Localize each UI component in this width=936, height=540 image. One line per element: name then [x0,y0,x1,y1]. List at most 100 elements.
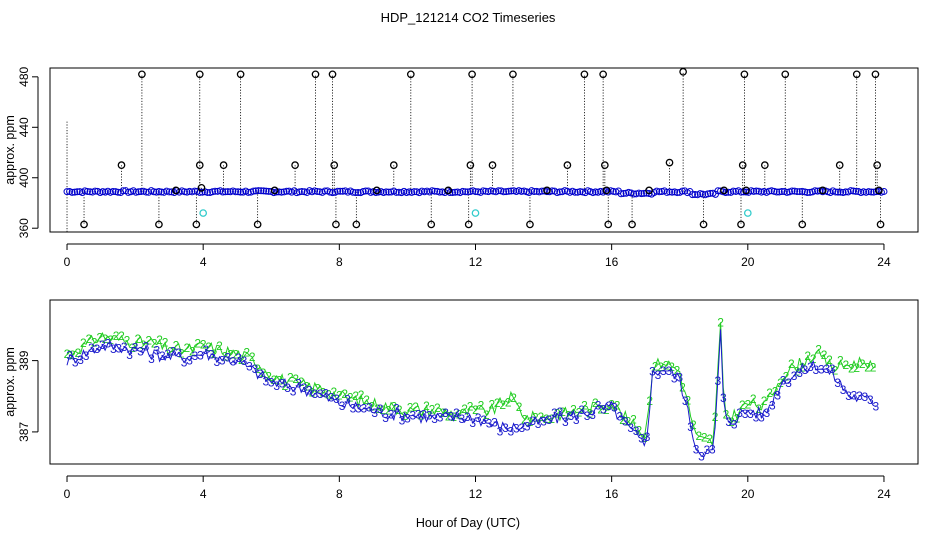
series-marker-2: 2 [450,410,457,424]
series-marker-2: 2 [701,431,708,445]
baseline-point [706,189,714,197]
series-marker-3: 3 [94,342,101,356]
series-marker-2: 2 [488,397,495,411]
series-marker-2: 2 [374,402,381,416]
baseline-point [254,187,262,195]
spike-point [197,183,206,192]
series-marker-3: 3 [480,413,487,427]
spike-point [468,70,476,79]
series-marker-3: 3 [535,417,542,431]
series-marker-3: 3 [268,375,275,389]
baseline-point [533,187,541,195]
baseline-point [405,188,413,196]
baseline-point [280,188,288,196]
spike-point [444,186,453,195]
baseline-point [722,188,730,196]
series-marker-2: 2 [124,334,131,348]
baseline-point [653,187,661,195]
series-marker-3: 3 [753,411,760,425]
spike-point [488,161,497,169]
series-marker-3: 3 [388,407,395,421]
series-marker-3: 3 [764,406,771,420]
series-marker-3: 3 [301,381,308,395]
series-marker-2: 2 [178,346,185,360]
series-marker-3: 3 [736,406,743,420]
series-marker-3: 3 [170,345,177,359]
series-marker-3: 3 [638,432,645,446]
baseline-point [313,187,321,195]
baseline-point [165,188,173,196]
series-marker-3: 3 [137,345,144,359]
series-marker-2: 2 [864,361,871,375]
baseline-point [637,190,645,198]
spike-point [253,220,262,229]
spike-point [760,161,769,169]
spike-point [332,220,340,229]
x-tick-label: 24 [877,487,891,501]
series-marker-3: 3 [262,374,269,388]
baseline-point [295,188,303,196]
series-marker-2: 2 [429,403,436,417]
y-axis-title: approx. ppm [3,115,17,184]
series-marker-2: 2 [412,400,419,414]
baseline-point [168,188,176,196]
series-marker-3: 3 [513,422,520,436]
baseline-point [339,187,347,195]
series-marker-2: 2 [358,388,365,402]
series-marker-3: 3 [83,349,90,363]
series-marker-2: 2 [608,398,615,412]
spike-point [328,70,337,79]
series-marker-2: 2 [559,405,566,419]
spike-point [871,70,880,79]
series-marker-3: 3 [197,348,204,362]
baseline-point [814,187,822,195]
series-marker-2: 2 [788,357,795,371]
series-line-3 [66,329,877,457]
spike-point [80,220,88,229]
baseline-point [696,190,704,198]
series-marker-3: 3 [616,410,623,424]
x-tick-label: 12 [469,487,483,501]
bottom-plot-area: 2222222222222222222222222222222222222222… [64,315,880,463]
baseline-point [617,190,625,198]
spike-point [798,220,807,229]
baseline-point [609,187,617,195]
series-marker-3: 3 [99,338,106,352]
series-marker-2: 2 [478,398,485,412]
series-marker-2: 2 [390,399,397,413]
series-marker-3: 3 [546,413,553,427]
series-marker-3: 3 [404,411,411,425]
series-marker-2: 2 [853,361,860,375]
baseline-point [847,187,855,195]
series-marker-3: 3 [644,430,651,444]
baseline-point [666,188,674,196]
series-marker-3: 3 [567,409,574,423]
series-marker-3: 3 [802,363,809,377]
series-marker-3: 3 [77,353,84,367]
series-marker-2: 2 [233,348,240,362]
series-marker-2: 2 [456,408,463,422]
series-marker-3: 3 [633,424,640,438]
baseline-point [517,187,525,195]
series-marker-3: 3 [622,415,629,429]
series-marker-2: 2 [826,353,833,367]
series-marker-3: 3 [693,443,700,457]
baseline-point [362,187,370,195]
series-marker-3: 3 [213,355,220,369]
series-marker-3: 3 [791,369,798,383]
baseline-point [688,191,696,199]
baseline-point [196,188,204,196]
series-marker-2: 2 [271,373,278,387]
series-marker-3: 3 [562,415,569,429]
x-tick-label: 20 [741,487,755,501]
series-marker-2: 2 [91,336,98,350]
series-marker-3: 3 [851,389,858,403]
y-tick-label: 440 [17,117,31,137]
baseline-point [232,188,240,196]
baseline-point [505,187,513,195]
baseline-point [392,188,400,196]
baseline-point [487,187,495,195]
series-marker-2: 2 [249,350,256,364]
baseline-point [359,188,367,196]
baseline-point [798,187,806,195]
